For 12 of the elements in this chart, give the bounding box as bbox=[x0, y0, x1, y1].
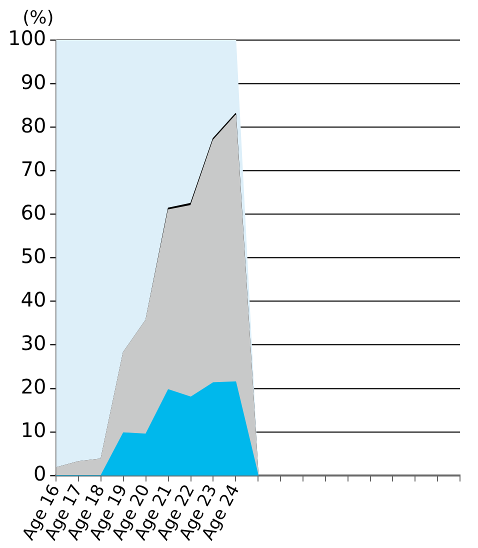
y-tick-label: 10 bbox=[20, 418, 46, 442]
y-tick-label: 20 bbox=[20, 374, 46, 399]
y-tick-label: 70 bbox=[20, 156, 46, 181]
y-tick-label: 30 bbox=[20, 331, 46, 356]
y-tick-label: 0 bbox=[33, 462, 46, 486]
y-tick-label: 40 bbox=[20, 288, 46, 312]
y-axis-title: (%) bbox=[22, 8, 54, 29]
y-tick-label: 80 bbox=[20, 113, 46, 138]
y-tick-label: 100 bbox=[8, 26, 46, 50]
y-tick-label: 60 bbox=[20, 200, 46, 224]
y-tick-label: 90 bbox=[20, 70, 46, 94]
y-tick-label: 50 bbox=[20, 244, 46, 268]
